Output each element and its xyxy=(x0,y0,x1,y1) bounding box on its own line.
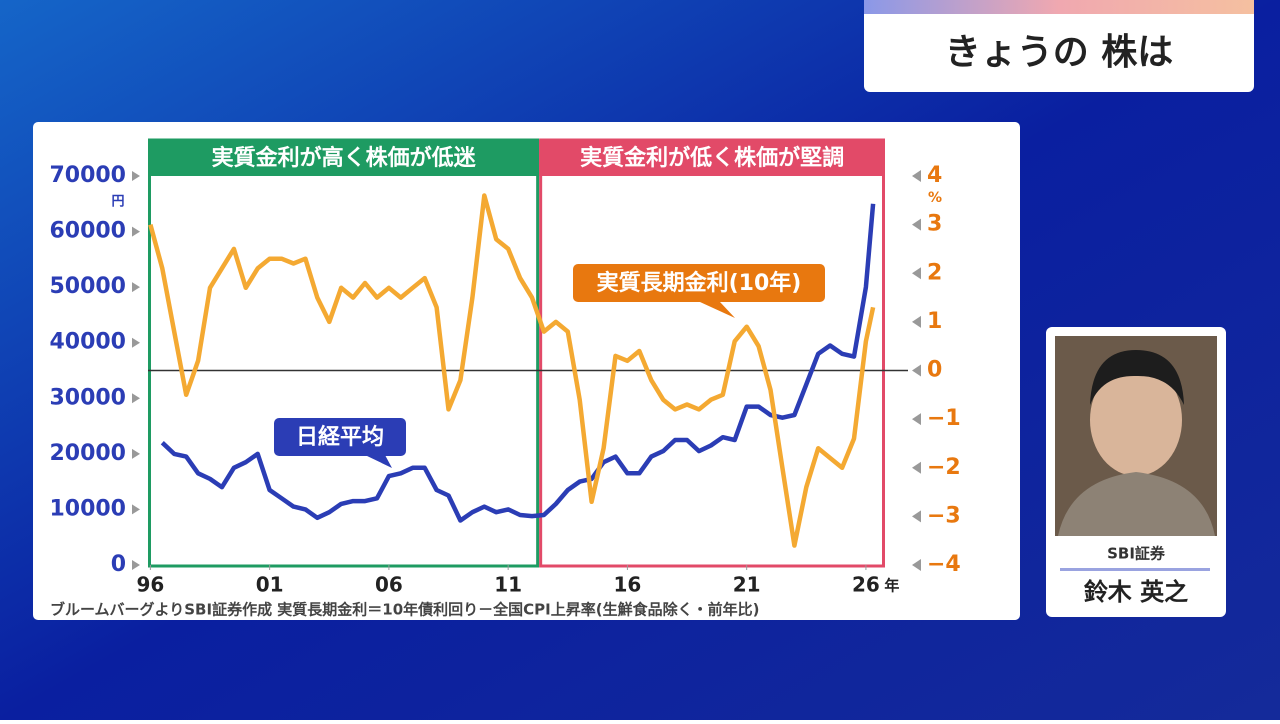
callout-pointer xyxy=(700,302,735,318)
y-tick-label: 50000 xyxy=(49,274,126,299)
y2-tick-mark xyxy=(912,461,921,474)
series-line xyxy=(160,203,876,523)
y-tick-mark xyxy=(132,560,140,570)
y-tick-mark xyxy=(132,226,140,237)
callout-pointer xyxy=(365,455,392,468)
y2-tick-label: −1 xyxy=(927,406,961,431)
x-unit: 年 xyxy=(884,577,899,595)
y2-tick-label: 4 xyxy=(927,163,942,188)
y-tick-label: 70000 xyxy=(49,163,126,188)
y-tick-mark xyxy=(132,282,140,293)
legend-label: 実質長期金利(10年) xyxy=(597,270,802,296)
guest-jacket xyxy=(1058,472,1215,536)
y-tick-mark xyxy=(132,448,140,459)
y-tick-mark xyxy=(132,504,140,515)
y-tick-label: 40000 xyxy=(49,330,126,355)
header-title: きょうの 株は xyxy=(945,32,1174,73)
guest-company: SBI証券 xyxy=(1107,545,1166,563)
y2-tick-mark xyxy=(912,170,921,182)
y2-tick-mark xyxy=(912,413,921,426)
y2-tick-mark xyxy=(912,315,921,328)
x-tick-label: 01 xyxy=(256,573,284,597)
chart-note: ブルームバーグよりSBI証券作成 実質長期金利＝10年債利回り－全国CPI上昇率… xyxy=(50,601,759,619)
x-tick-label: 26 xyxy=(852,573,880,597)
y2-tick-label: 0 xyxy=(927,358,942,383)
y-tick-label: 0 xyxy=(111,552,126,577)
guest-name: 鈴木 英之 xyxy=(1084,578,1188,606)
guest-face xyxy=(1090,364,1182,476)
header-stripe xyxy=(864,0,1254,14)
y-tick-mark xyxy=(132,393,140,404)
y2-tick-label: −3 xyxy=(927,503,961,528)
series-line xyxy=(148,193,876,548)
y-unit: 円 xyxy=(111,195,124,210)
callout-box xyxy=(573,264,825,302)
callout-box xyxy=(274,418,406,456)
region-label: 実質金利が高く株価が低迷 xyxy=(212,145,477,171)
y-tick-mark xyxy=(132,171,140,181)
y-tick-mark xyxy=(132,337,140,348)
region-header xyxy=(539,140,885,176)
y2-tick-mark xyxy=(912,559,921,571)
y2-tick-mark xyxy=(912,364,921,377)
y2-tick-mark xyxy=(912,267,921,280)
y2-tick-mark xyxy=(912,218,921,231)
x-tick-label: 96 xyxy=(136,573,164,597)
x-tick-label: 11 xyxy=(494,573,522,597)
y-tick-label: 60000 xyxy=(49,219,126,244)
y-tick-label: 10000 xyxy=(49,496,126,521)
y2-tick-label: 2 xyxy=(927,260,942,285)
chart: 実質金利が高く株価が低迷 実質金利が低く株価が堅調 0 10000 20000 30000… xyxy=(49,138,961,619)
x-tick-label: 21 xyxy=(733,573,761,597)
region-label: 実質金利が低く株価が堅調 xyxy=(580,145,844,171)
y2-tick-label: −2 xyxy=(927,455,961,480)
x-tick-label: 06 xyxy=(375,573,403,597)
y2-tick-label: 1 xyxy=(927,309,942,334)
y2-unit: % xyxy=(928,190,942,206)
x-tick-label: 16 xyxy=(613,573,641,597)
guest-hair xyxy=(1090,350,1184,405)
guest-divider xyxy=(1060,568,1210,571)
y2-tick-label: 3 xyxy=(927,212,942,237)
region-header xyxy=(148,140,540,176)
y-tick-label: 30000 xyxy=(49,385,126,410)
header-box xyxy=(864,0,1254,92)
legend-label: 日経平均 xyxy=(296,424,384,450)
y2-tick-mark xyxy=(912,510,921,523)
y-tick-label: 20000 xyxy=(49,441,126,466)
y2-tick-label: −4 xyxy=(927,552,961,577)
